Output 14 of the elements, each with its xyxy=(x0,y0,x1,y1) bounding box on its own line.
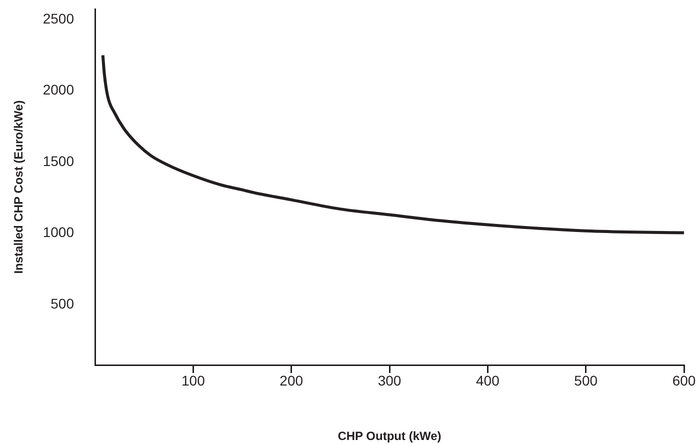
x-tick-label: 400 xyxy=(476,372,500,388)
y-tick-label: 500 xyxy=(50,295,74,312)
y-axis-title: Installed CHP Cost (Euro/kWe) xyxy=(12,100,26,274)
y-tick-label: 1000 xyxy=(42,224,74,240)
line-series xyxy=(101,54,684,234)
x-axis-title: CHP Output (kWe) xyxy=(338,429,442,444)
x-tick-label: 100 xyxy=(181,372,206,388)
y-tick-label: 1500 xyxy=(42,152,74,169)
x-tick-label: 600 xyxy=(672,372,696,388)
y-tick-label: 2000 xyxy=(42,82,74,98)
x-tick-label: 300 xyxy=(378,372,402,388)
x-tick-label: 500 xyxy=(574,372,598,388)
y-tick-label: 2500 xyxy=(42,10,74,27)
x-tick-label: 200 xyxy=(280,372,304,388)
